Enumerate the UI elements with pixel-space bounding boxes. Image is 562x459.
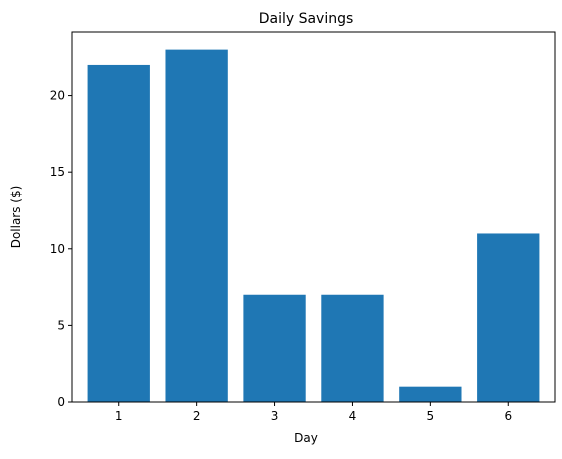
x-tick-label: 3 bbox=[271, 409, 279, 423]
x-tick-label: 4 bbox=[349, 409, 357, 423]
bar-day-5 bbox=[399, 386, 462, 402]
x-axis-label: Day bbox=[294, 431, 318, 445]
bar-day-3 bbox=[243, 294, 306, 402]
plot-frame bbox=[71, 31, 556, 403]
y-axis-label: Dollars ($) bbox=[9, 186, 23, 249]
y-tick-label: 10 bbox=[50, 242, 65, 256]
bars-group bbox=[87, 49, 540, 403]
x-axis-ticks: 1 2 3 4 5 6 bbox=[115, 402, 512, 423]
chart-title: Daily Savings bbox=[259, 11, 354, 27]
bar-day-2 bbox=[165, 49, 228, 403]
y-tick-label: 5 bbox=[57, 318, 65, 332]
y-tick-label: 20 bbox=[50, 89, 65, 103]
x-tick-label: 2 bbox=[193, 409, 201, 423]
x-tick-label: 1 bbox=[115, 409, 123, 423]
bar-day-6 bbox=[477, 233, 540, 402]
x-tick-label: 5 bbox=[427, 409, 435, 423]
bar-day-4 bbox=[321, 294, 384, 402]
x-tick-label: 6 bbox=[504, 409, 512, 423]
y-tick-label: 0 bbox=[57, 395, 65, 409]
y-tick-label: 15 bbox=[50, 165, 65, 179]
y-axis-ticks: 0 5 10 15 20 bbox=[50, 89, 72, 409]
bar-day-1 bbox=[87, 64, 150, 402]
